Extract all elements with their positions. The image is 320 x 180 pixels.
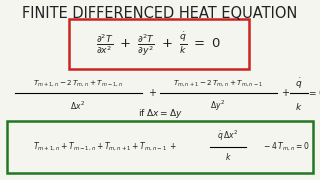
Text: $\dot{q}$: $\dot{q}$ (295, 77, 303, 91)
Text: $-\ 4\,T_{m,n} = 0$: $-\ 4\,T_{m,n} = 0$ (262, 141, 309, 153)
Text: $k$: $k$ (225, 150, 231, 161)
Text: $\frac{\partial^2 T}{\partial x^2}\ +\ \frac{\partial^2 T}{\partial y^2}\ +\ \fr: $\frac{\partial^2 T}{\partial x^2}\ +\ \… (96, 31, 221, 59)
Text: $T_{m+1,n} + T_{m-1,n} + T_{m,n+1} + T_{m,n-1}\ +$: $T_{m+1,n} + T_{m-1,n} + T_{m,n+1} + T_{… (33, 141, 177, 153)
Text: $T_{m+1,n} - 2\,T_{m,n} + T_{m-1,n}$: $T_{m+1,n} - 2\,T_{m,n} + T_{m-1,n}$ (33, 78, 123, 88)
Text: $\dot{q}\,\Delta x^2$: $\dot{q}\,\Delta x^2$ (218, 129, 238, 143)
Text: $= 0$: $= 0$ (307, 87, 320, 98)
Text: $\Delta y^2$: $\Delta y^2$ (211, 99, 226, 113)
Text: $k$: $k$ (295, 100, 303, 111)
Text: $+$: $+$ (148, 87, 157, 98)
Text: $+$: $+$ (282, 87, 291, 98)
Text: $\Delta x^2$: $\Delta x^2$ (70, 100, 85, 112)
Text: FINITE DIFFERENCED HEAT EQUATION: FINITE DIFFERENCED HEAT EQUATION (22, 6, 298, 21)
Text: $\mathrm{if}\ \Delta x = \Delta y$: $\mathrm{if}\ \Delta x = \Delta y$ (138, 107, 182, 120)
Text: $T_{m,n+1} - 2\,T_{m,n} + T_{m,n-1}$: $T_{m,n+1} - 2\,T_{m,n} + T_{m,n-1}$ (173, 78, 263, 88)
